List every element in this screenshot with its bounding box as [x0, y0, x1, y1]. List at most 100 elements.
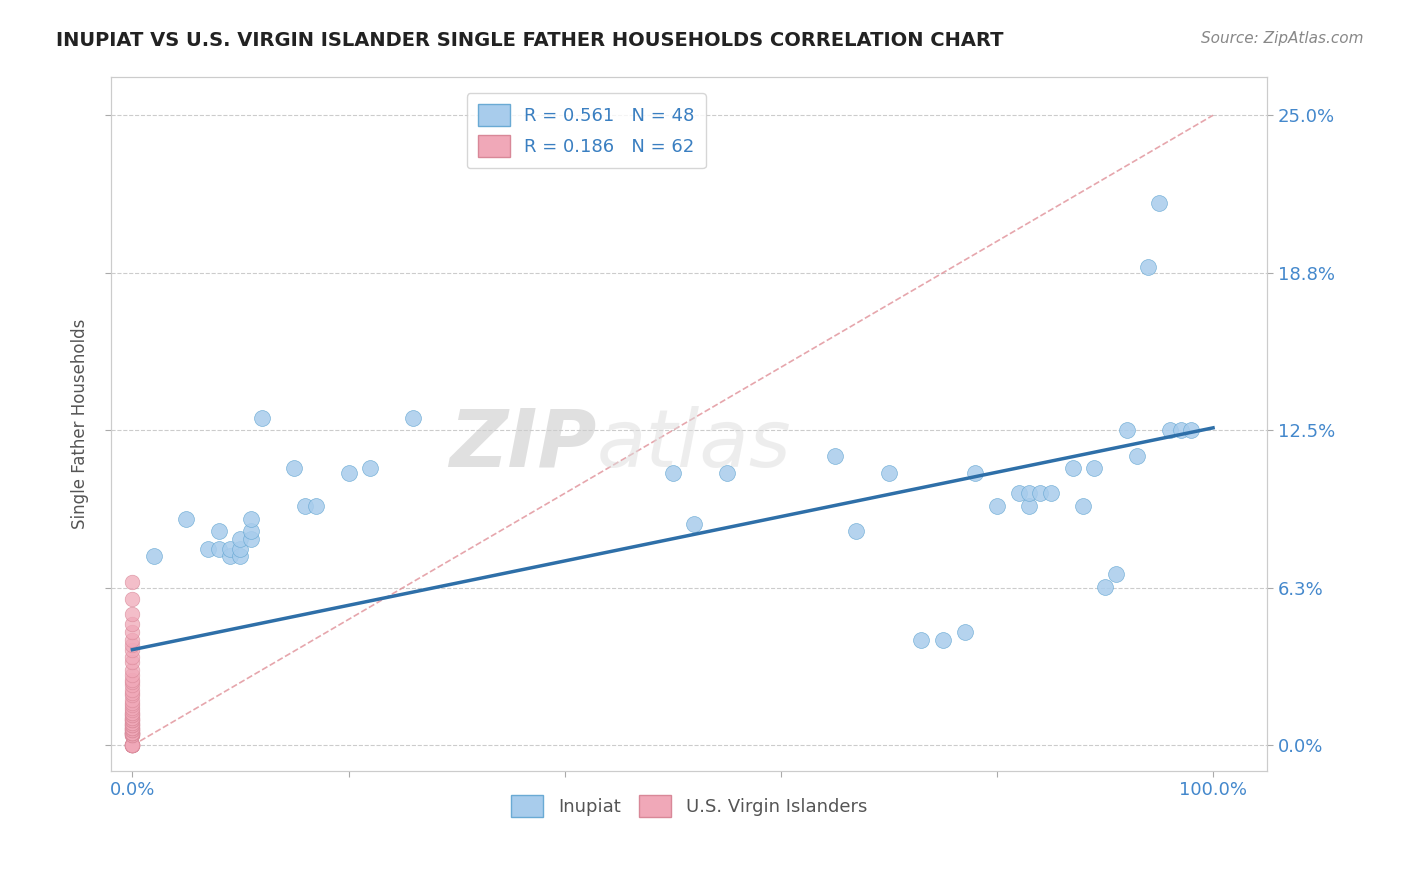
Point	[218, 549, 240, 564]
Point	[1137, 260, 1160, 274]
Point	[121, 696, 143, 710]
Text: Source: ZipAtlas.com: Source: ZipAtlas.com	[1201, 31, 1364, 46]
Point	[121, 739, 143, 753]
Point	[121, 688, 143, 702]
Point	[121, 739, 143, 753]
Point	[121, 715, 143, 730]
Point	[1170, 423, 1192, 437]
Point	[240, 532, 263, 546]
Point	[121, 726, 143, 740]
Point	[121, 711, 143, 725]
Point	[683, 516, 706, 531]
Point	[250, 410, 273, 425]
Point	[121, 723, 143, 738]
Point	[121, 700, 143, 714]
Point	[932, 632, 955, 647]
Point	[121, 739, 143, 753]
Point	[121, 693, 143, 707]
Point	[121, 739, 143, 753]
Point	[121, 708, 143, 723]
Point	[1180, 423, 1202, 437]
Y-axis label: Single Father Households: Single Father Households	[72, 318, 89, 529]
Point	[121, 721, 143, 735]
Point	[121, 703, 143, 717]
Point	[121, 650, 143, 665]
Point	[218, 541, 240, 556]
Point	[121, 632, 143, 647]
Point	[121, 718, 143, 732]
Point	[661, 467, 683, 481]
Point	[305, 499, 328, 513]
Point	[197, 541, 219, 556]
Point	[121, 728, 143, 742]
Point	[121, 708, 143, 723]
Point	[121, 739, 143, 753]
Point	[121, 685, 143, 699]
Point	[1018, 486, 1040, 500]
Point	[121, 655, 143, 669]
Point	[910, 632, 932, 647]
Point	[176, 511, 198, 525]
Point	[121, 607, 143, 622]
Point	[121, 683, 143, 698]
Point	[824, 449, 846, 463]
Point	[229, 549, 252, 564]
Point	[229, 541, 252, 556]
Point	[121, 728, 143, 742]
Point	[121, 713, 143, 727]
Point	[121, 642, 143, 657]
Point	[121, 678, 143, 692]
Point	[1018, 499, 1040, 513]
Point	[283, 461, 305, 475]
Point	[121, 739, 143, 753]
Point	[1159, 423, 1181, 437]
Point	[121, 718, 143, 732]
Point	[208, 541, 231, 556]
Point	[121, 625, 143, 640]
Point	[121, 715, 143, 730]
Point	[359, 461, 381, 475]
Point	[121, 723, 143, 738]
Text: ZIP: ZIP	[449, 406, 596, 483]
Point	[121, 706, 143, 720]
Point	[121, 726, 143, 740]
Point	[121, 663, 143, 677]
Point	[1029, 486, 1052, 500]
Text: INUPIAT VS U.S. VIRGIN ISLANDER SINGLE FATHER HOUSEHOLDS CORRELATION CHART: INUPIAT VS U.S. VIRGIN ISLANDER SINGLE F…	[56, 31, 1004, 50]
Point	[965, 467, 987, 481]
Point	[986, 499, 1008, 513]
Point	[121, 721, 143, 735]
Point	[1126, 449, 1149, 463]
Point	[121, 726, 143, 740]
Point	[121, 574, 143, 589]
Point	[121, 711, 143, 725]
Point	[1083, 461, 1105, 475]
Point	[716, 467, 738, 481]
Point	[229, 532, 252, 546]
Point	[1039, 486, 1062, 500]
Point	[121, 739, 143, 753]
Point	[1062, 461, 1084, 475]
Point	[121, 592, 143, 607]
Point	[121, 673, 143, 687]
Point	[240, 524, 263, 539]
Point	[121, 726, 143, 740]
Point	[121, 739, 143, 753]
Point	[121, 721, 143, 735]
Point	[143, 549, 166, 564]
Text: atlas: atlas	[596, 406, 792, 483]
Point	[121, 718, 143, 732]
Point	[1073, 499, 1095, 513]
Point	[240, 511, 263, 525]
Point	[953, 625, 976, 640]
Point	[121, 713, 143, 727]
Point	[402, 410, 425, 425]
Point	[121, 675, 143, 690]
Point	[337, 467, 360, 481]
Point	[121, 723, 143, 738]
Point	[1105, 567, 1128, 582]
Point	[121, 617, 143, 632]
Point	[845, 524, 868, 539]
Point	[121, 698, 143, 713]
Point	[208, 524, 231, 539]
